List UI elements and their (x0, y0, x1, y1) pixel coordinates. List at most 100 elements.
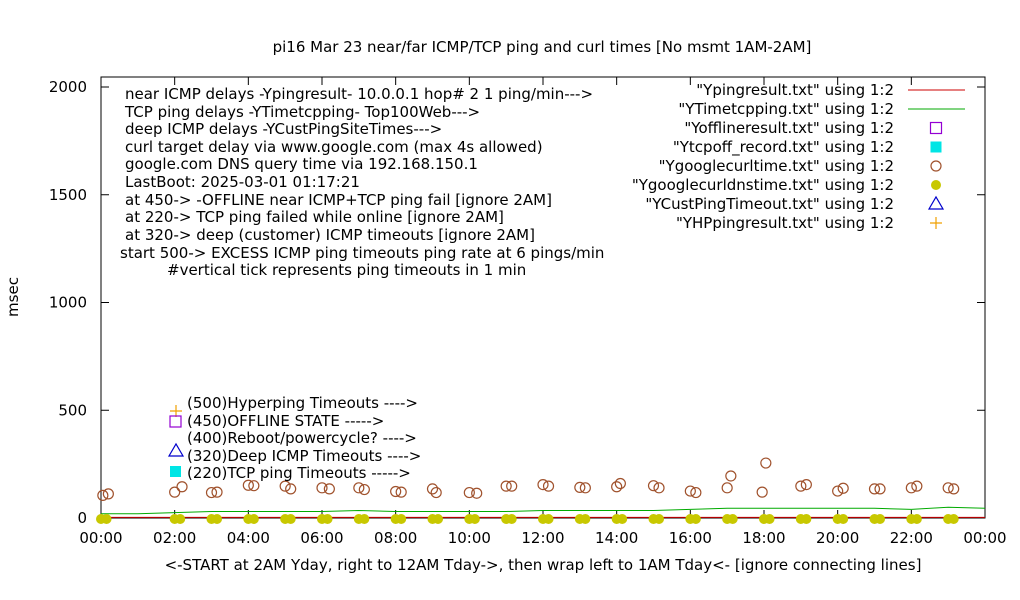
curl-time-point (169, 486, 181, 498)
dns-time-point (911, 514, 922, 524)
curl-time-point (725, 470, 737, 482)
curl-time-point (285, 483, 297, 495)
curl-time-point (248, 480, 260, 492)
curl-time-point (614, 477, 626, 490)
note-line: start 500-> EXCESS ICMP ping timeouts pi… (120, 244, 604, 262)
x-tick-label: 18:00 (742, 529, 785, 547)
legend-entry-label: "Ygooglecurltime.txt" using 1:2 (659, 157, 894, 175)
x-tick-label: 10:00 (448, 529, 491, 547)
dns-time-point (690, 514, 701, 524)
key-marker-triangle (167, 442, 185, 457)
x-tick-label: 12:00 (521, 529, 564, 547)
curl-time-point (323, 483, 335, 495)
curl-time-point (430, 486, 442, 499)
curl-time-point (647, 480, 660, 492)
curl-time-point (832, 485, 844, 497)
curl-time-point (905, 482, 917, 494)
curl-time-point (463, 486, 475, 499)
dns-time-point (764, 514, 775, 524)
curl-time-point (684, 485, 696, 497)
legend-entry-label: "Ygooglecurldnstime.txt" using 1:2 (632, 176, 894, 194)
note-line: near ICMP delays -Ypingresult- 10.0.0.1 … (125, 85, 593, 103)
curl-time-point (760, 457, 772, 469)
dns-time-point (580, 514, 591, 524)
curl-time-point (395, 486, 407, 498)
dns-time-point (285, 514, 296, 524)
y-axis-label: msec (4, 277, 22, 317)
curl-time-point (506, 480, 518, 492)
dns-time-point (875, 514, 886, 524)
legend-marker-open-square (929, 121, 943, 135)
y-tick-label: 2000 (49, 78, 87, 96)
key-marker-filled-square (170, 466, 181, 477)
note-line: at 320-> deep (customer) ICMP timeouts [… (125, 226, 535, 244)
x-tick-label: 14:00 (595, 529, 638, 547)
note-line: LastBoot: 2025-03-01 01:17:21 (125, 173, 360, 191)
y-tick-label: 500 (58, 401, 87, 419)
legend-entry-label: "Ypingresult.txt" using 1:2 (696, 81, 894, 99)
chart-title: pi16 Mar 23 near/far ICMP/TCP ping and c… (273, 38, 812, 56)
curl-time-point (426, 483, 439, 495)
curl-time-point (874, 483, 886, 495)
curl-time-point (653, 482, 665, 494)
x-tick-label: 06:00 (300, 529, 343, 547)
series-line-1 (101, 506, 986, 515)
curl-time-point (97, 489, 109, 501)
curl-time-point (537, 478, 549, 491)
curl-time-point (358, 483, 370, 496)
legend-entry-label: "YCustPingTimeout.txt" using 1:2 (645, 195, 894, 213)
curl-time-point (102, 488, 114, 500)
x-tick-label: 08:00 (374, 529, 417, 547)
curl-time-point (353, 482, 365, 494)
curl-time-point (837, 482, 849, 494)
curl-time-point (756, 486, 768, 498)
x-tick-label: 02:00 (153, 529, 196, 547)
curl-time-point (316, 482, 328, 494)
note-line: google.com DNS query time via 192.168.15… (125, 155, 478, 173)
y-tick-label: 1500 (49, 186, 87, 204)
dns-time-point (322, 514, 333, 524)
curl-time-point (574, 481, 586, 493)
curl-time-point (721, 482, 733, 494)
curl-time-point (868, 483, 881, 495)
legend-marker-open-circle (930, 160, 942, 172)
axis-tick-labels: 0 500 1000 1500 2000 00:00 02:00 04:00 06:00 08:0… (49, 78, 1007, 547)
key-marker-square (169, 415, 182, 428)
x-tick-label: 00:00 (79, 529, 122, 547)
dns-time-point (506, 514, 517, 524)
curl-time-point (948, 483, 960, 495)
note-line: at 220-> TCP ping failed while online [i… (125, 208, 504, 226)
curl-time-point (690, 486, 702, 499)
x-tick-label: 04:00 (227, 529, 270, 547)
x-tick-label: 16:00 (669, 529, 712, 547)
legend-entry-label: "Ytcpoff_record.txt" using 1:2 (673, 138, 894, 157)
dns-time-point (359, 514, 370, 524)
legend-marker-plus (930, 217, 942, 229)
note-line: #vertical tick represents ping timeouts … (167, 261, 526, 279)
dns-time-point (175, 514, 186, 524)
legend-entry-label: "YTimetcpping.txt" using 1:2 (678, 100, 894, 118)
curl-time-point (500, 480, 512, 492)
legend-marker-filled-circle (931, 180, 941, 190)
curl-time-point (390, 485, 402, 498)
curl-time-point (795, 480, 807, 492)
curl-time-point (471, 487, 483, 499)
dns-time-point (543, 514, 554, 524)
dns-time-point (433, 514, 444, 524)
x-tick-label: 00:00 (963, 529, 1006, 547)
curl-time-point (800, 478, 812, 491)
dns-time-point (248, 514, 259, 524)
note-line: at 450-> -OFFLINE near ICMP+TCP ping fai… (125, 191, 552, 209)
x-tick-label: 20:00 (816, 529, 859, 547)
y-tick-label: 1000 (49, 294, 87, 312)
curl-time-point (176, 481, 188, 493)
curl-time-point (611, 481, 623, 493)
legend-entry-label: "Yofflineresult.txt" using 1:2 (684, 119, 894, 137)
annotation-notes: near ICMP delays -Ypingresult- 10.0.0.1 … (120, 85, 604, 279)
dns-time-point (469, 514, 480, 524)
dns-time-point (948, 514, 959, 524)
x-tick-label: 22:00 (890, 529, 933, 547)
dns-time-point (212, 514, 223, 524)
key-label: (500)Hyperping Timeouts ----> (187, 394, 418, 412)
